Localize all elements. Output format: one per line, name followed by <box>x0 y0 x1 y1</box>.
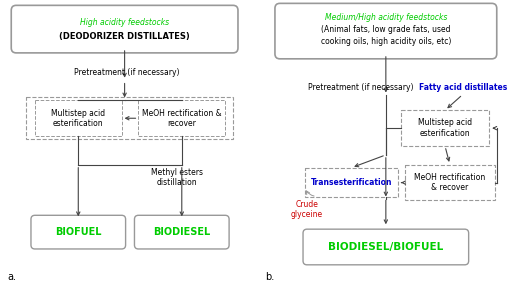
Text: Multistep acid
esterification: Multistep acid esterification <box>51 108 105 128</box>
Text: Multistep acid
esterification: Multistep acid esterification <box>418 119 472 138</box>
Text: BIOFUEL: BIOFUEL <box>55 227 102 237</box>
Text: cooking oils, high acidity oils, etc): cooking oils, high acidity oils, etc) <box>321 36 451 46</box>
Text: BIODIESEL: BIODIESEL <box>153 227 210 237</box>
Bar <box>305 168 398 197</box>
Text: (DEODORIZER DISTILLATES): (DEODORIZER DISTILLATES) <box>59 32 190 40</box>
Text: MeOH rectification
& recover: MeOH rectification & recover <box>414 173 486 192</box>
FancyBboxPatch shape <box>134 215 229 249</box>
Text: Pretreatment (if necessary): Pretreatment (if necessary) <box>308 83 414 92</box>
Text: Crude
glyceine: Crude glyceine <box>291 200 323 219</box>
Text: a.: a. <box>7 272 16 282</box>
Text: Pretreatment (if necessary): Pretreatment (if necessary) <box>74 68 180 77</box>
Text: Fatty acid distillates: Fatty acid distillates <box>419 83 507 92</box>
FancyBboxPatch shape <box>11 5 238 53</box>
Bar <box>35 100 121 136</box>
FancyBboxPatch shape <box>275 3 497 59</box>
Bar <box>26 98 233 139</box>
Bar <box>405 165 495 200</box>
Text: Transesterification: Transesterification <box>310 178 392 187</box>
Text: Medium/High acidity feedstocks: Medium/High acidity feedstocks <box>325 13 447 22</box>
Text: b.: b. <box>266 272 275 282</box>
FancyBboxPatch shape <box>31 215 126 249</box>
Bar <box>401 110 489 146</box>
Text: MeOH rectification &
recover: MeOH rectification & recover <box>142 108 222 128</box>
FancyBboxPatch shape <box>303 229 469 265</box>
Bar <box>139 100 225 136</box>
Text: Methyl esters
distillation: Methyl esters distillation <box>151 168 203 187</box>
Text: BIODIESEL/BIOFUEL: BIODIESEL/BIOFUEL <box>328 242 443 252</box>
Text: (Animal fats, low grade fats, used: (Animal fats, low grade fats, used <box>321 25 450 34</box>
Text: High acidity feedstocks: High acidity feedstocks <box>80 18 169 27</box>
